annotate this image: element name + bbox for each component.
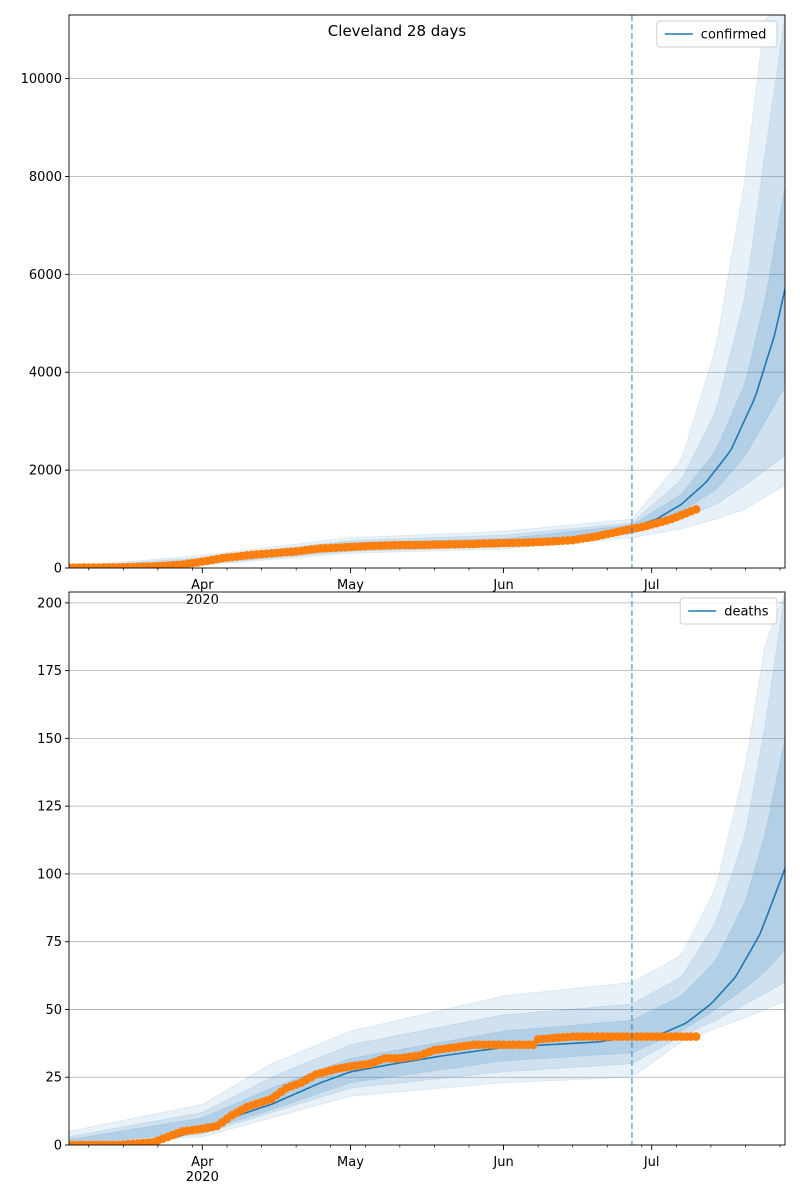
y-tick-label: 175 (37, 664, 62, 679)
x-tick-label: Jun (492, 1155, 513, 1170)
uncertainty-band-outer (69, 592, 785, 1145)
plot-area (69, 15, 785, 568)
chart-title: Cleveland 28 days (328, 22, 467, 40)
uncertainty-band-outer (69, 15, 785, 568)
plot-frame (68, 14, 786, 569)
x-tick-label: May (337, 1155, 364, 1170)
legend-label: deaths (724, 605, 769, 620)
x-tick-label: Apr (191, 578, 214, 593)
y-tick-label: 75 (45, 935, 62, 950)
x-tick-label: May (337, 578, 364, 593)
x-tick-label: Jul (643, 1155, 660, 1170)
observed-point (691, 505, 701, 514)
y-tick-label: 25 (45, 1071, 62, 1086)
uncertainty-band-middle (69, 592, 785, 1145)
observed-point (691, 1032, 701, 1041)
y-tick-label: 0 (54, 562, 62, 577)
legend-box (656, 20, 778, 48)
y-tick-label: 4000 (29, 366, 62, 381)
plot-frame (68, 591, 786, 1146)
x-tick-label: Apr (191, 1155, 214, 1170)
y-tick-label: 200 (37, 596, 62, 611)
plot-area (69, 592, 785, 1145)
x-tick-label: 2020 (186, 1170, 219, 1185)
y-tick-label: 50 (45, 1003, 62, 1018)
y-tick-label: 2000 (29, 464, 62, 479)
y-tick-label: 6000 (29, 268, 62, 283)
legend-box (679, 597, 778, 625)
y-tick-label: 10000 (21, 72, 62, 87)
y-tick-label: 0 (54, 1139, 62, 1154)
x-tick-label: 2020 (186, 593, 219, 608)
x-tick-label: Jul (643, 578, 660, 593)
y-tick-label: 125 (37, 800, 62, 815)
legend-label: confirmed (701, 28, 767, 43)
uncertainty-band-middle (69, 15, 785, 568)
y-tick-label: 8000 (29, 170, 62, 185)
x-tick-label: Jun (492, 578, 513, 593)
y-tick-label: 150 (37, 732, 62, 747)
uncertainty-band-inner (69, 186, 785, 568)
y-tick-label: 100 (37, 867, 62, 882)
